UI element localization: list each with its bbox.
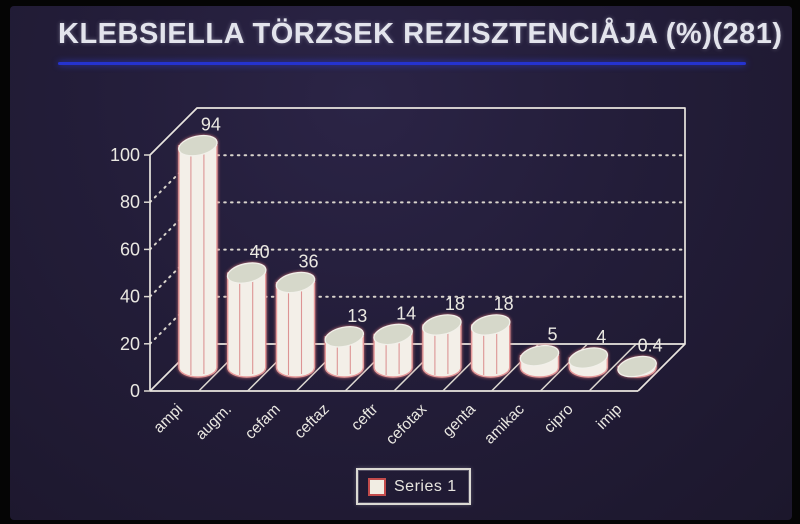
bar-top: [275, 271, 316, 294]
bar-cipro: [568, 347, 609, 378]
y-tick-label-20: 20: [120, 334, 140, 354]
bars-group: [178, 134, 657, 378]
bar-body: [227, 272, 267, 378]
value-label-ceftaz: 13: [347, 306, 367, 326]
category-label-cefotax: cefotax: [383, 401, 431, 449]
legend-series-marker-icon: [368, 477, 386, 496]
chart-title: KLEBSIELLA TÖRZSEK REZISZTENCIÅJA (%)(28…: [58, 18, 783, 50]
category-label-genta: genta: [440, 401, 480, 441]
value-label-augm.: 40: [250, 242, 270, 262]
category-label-cipro: cipro: [541, 401, 577, 437]
bar-top: [324, 326, 365, 348]
bar-imip: [617, 355, 657, 378]
bar-amikac: [519, 344, 560, 378]
value-label-cipro: 4: [596, 327, 606, 347]
bar-body: [422, 324, 462, 378]
bar-top: [568, 347, 609, 369]
title-underline: [58, 62, 746, 65]
value-label-genta: 18: [494, 294, 514, 314]
bar-top: [519, 344, 560, 367]
bar-top: [178, 134, 218, 157]
bar-augm.: [226, 262, 267, 378]
y-tick-label-80: 80: [120, 192, 140, 212]
category-label-imip: imip: [593, 401, 625, 433]
bar-top: [617, 355, 657, 378]
bar-body: [275, 281, 316, 378]
value-label-imip: 0.4: [638, 336, 663, 356]
legend-series-label: Series 1: [394, 477, 457, 495]
bar-top: [226, 262, 267, 284]
category-label-ampi: ampi: [150, 401, 186, 437]
category-label-ceftaz: ceftaz: [291, 401, 332, 442]
bar-top: [373, 323, 413, 346]
value-label-cefam: 36: [298, 252, 318, 272]
bar-top: [470, 314, 511, 336]
category-label-ceftr: ceftr: [348, 401, 381, 434]
bar-cefam: [275, 271, 316, 378]
category-label-augm.: augm.: [193, 401, 235, 443]
floor-separator: [588, 343, 637, 392]
bar-genta: [470, 314, 511, 378]
value-label-cefotax: 18: [445, 294, 465, 314]
bar-ceftr: [373, 323, 413, 378]
y-tick-label-100: 100: [110, 145, 140, 165]
bar-top: [422, 314, 462, 336]
bar-cefotax: [422, 314, 462, 378]
bar-body: [178, 144, 218, 378]
slide-background: [10, 6, 792, 520]
legend: Series 1: [356, 468, 471, 505]
value-label-ampi: 94: [201, 115, 221, 135]
bar-ampi: [178, 134, 218, 378]
y-tick-label-40: 40: [120, 287, 140, 307]
y-tick-label-60: 60: [120, 239, 140, 259]
value-label-amikac: 5: [547, 325, 557, 345]
category-label-cefam: cefam: [242, 401, 284, 443]
bar-body: [471, 324, 511, 378]
value-label-ceftr: 14: [396, 303, 416, 323]
bar-ceftaz: [324, 326, 365, 378]
bar-body: [373, 333, 413, 378]
y-tick-label-0: 0: [130, 381, 140, 401]
category-label-amikac: amikac: [481, 401, 528, 448]
